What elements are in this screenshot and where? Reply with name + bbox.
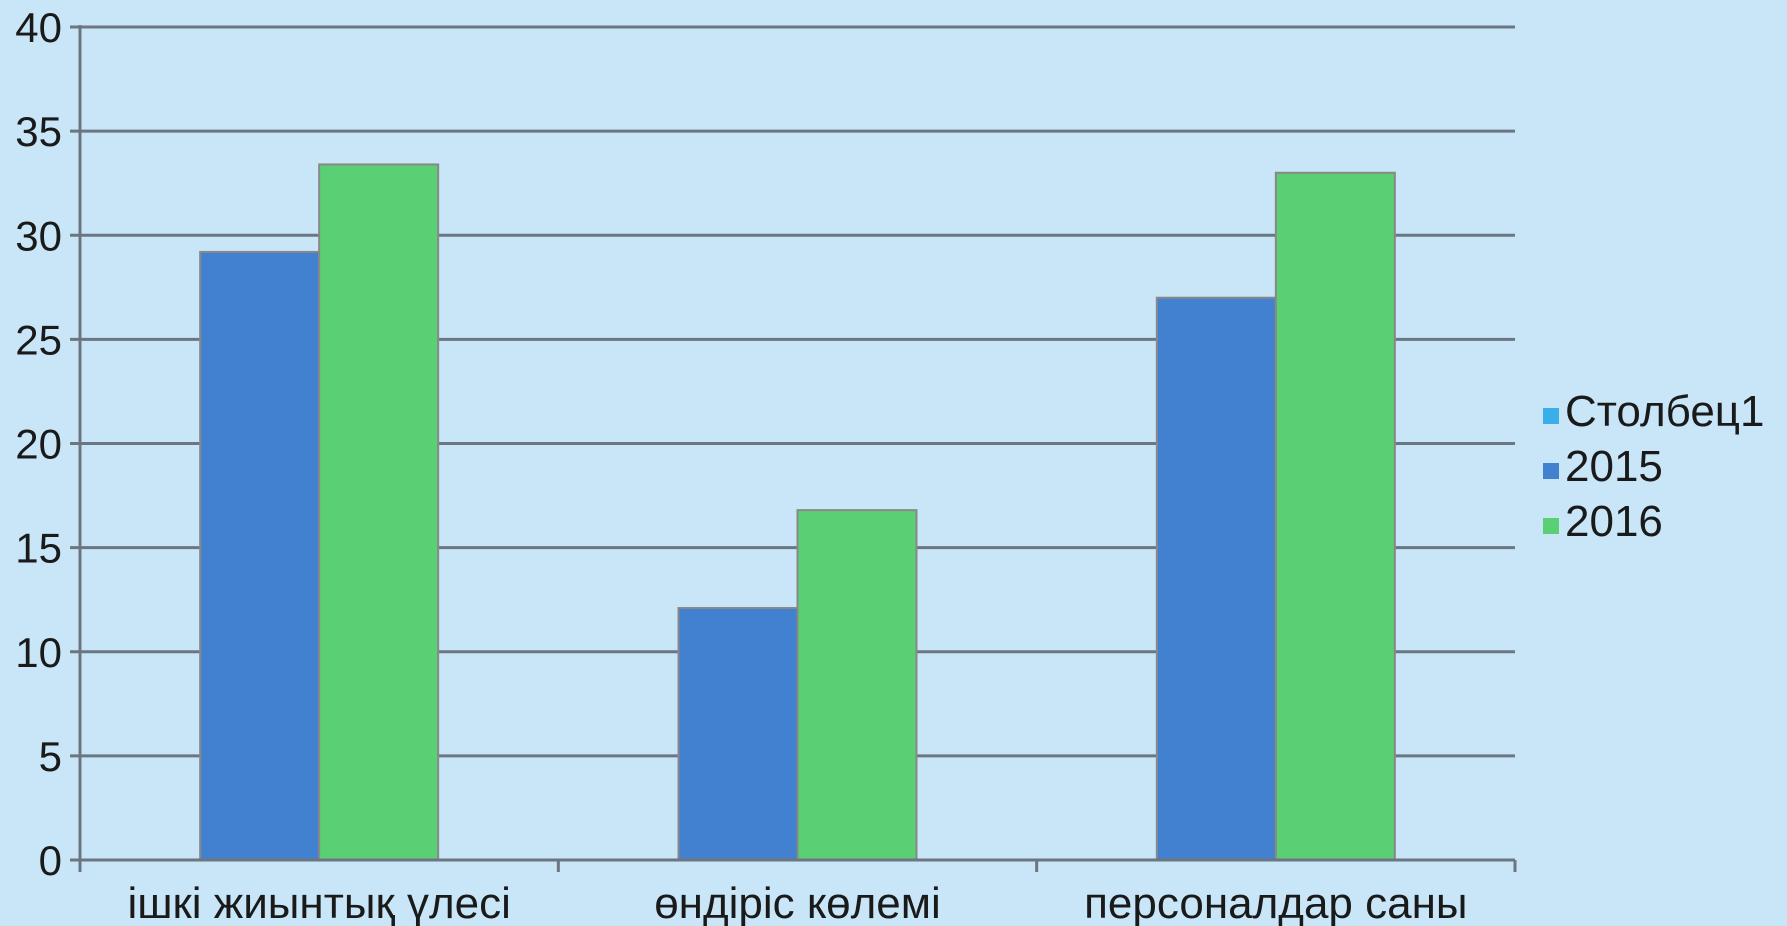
y-tick-label: 5: [39, 733, 62, 780]
legend-label: Столбец1: [1565, 387, 1764, 436]
legend-swatch: [1543, 463, 1559, 479]
legend-label: 2015: [1565, 442, 1663, 491]
axes: [70, 25, 1517, 872]
y-tick-label: 15: [15, 525, 62, 572]
legend-swatch: [1543, 518, 1559, 534]
y-tick-label: 40: [15, 4, 62, 51]
y-tick-label: 35: [15, 108, 62, 155]
y-tick-label: 0: [39, 837, 62, 884]
y-tick-label: 25: [15, 316, 62, 363]
y-tick-label: 30: [15, 212, 62, 259]
bars: [199, 163, 1396, 862]
y-tick-label: 20: [15, 421, 62, 468]
y-tick-label: 10: [15, 629, 62, 676]
bar-2016-1: [796, 509, 918, 861]
bar-2015-2: [1155, 296, 1277, 862]
legend-label: 2016: [1565, 497, 1663, 546]
legend-swatch: [1543, 408, 1559, 424]
x-axis-categories: ішкі жиынтық үлесі өндіріс көлемі персонал…: [127, 879, 1467, 926]
legend: Столбец1 2015 2016: [1543, 387, 1764, 546]
bar-2016-0: [318, 163, 440, 861]
x-category-label: өндіріс көлемі: [654, 879, 941, 926]
y-axis-ticks: 0 5 10 15 20 25 30 35 40: [15, 4, 80, 884]
bar-2015-1: [677, 607, 799, 862]
bar-2015-0: [199, 250, 321, 862]
bar-2016-2: [1274, 171, 1396, 861]
x-category-label: персоналдар саны: [1084, 879, 1467, 926]
x-category-label: ішкі жиынтық үлесі: [127, 879, 510, 926]
